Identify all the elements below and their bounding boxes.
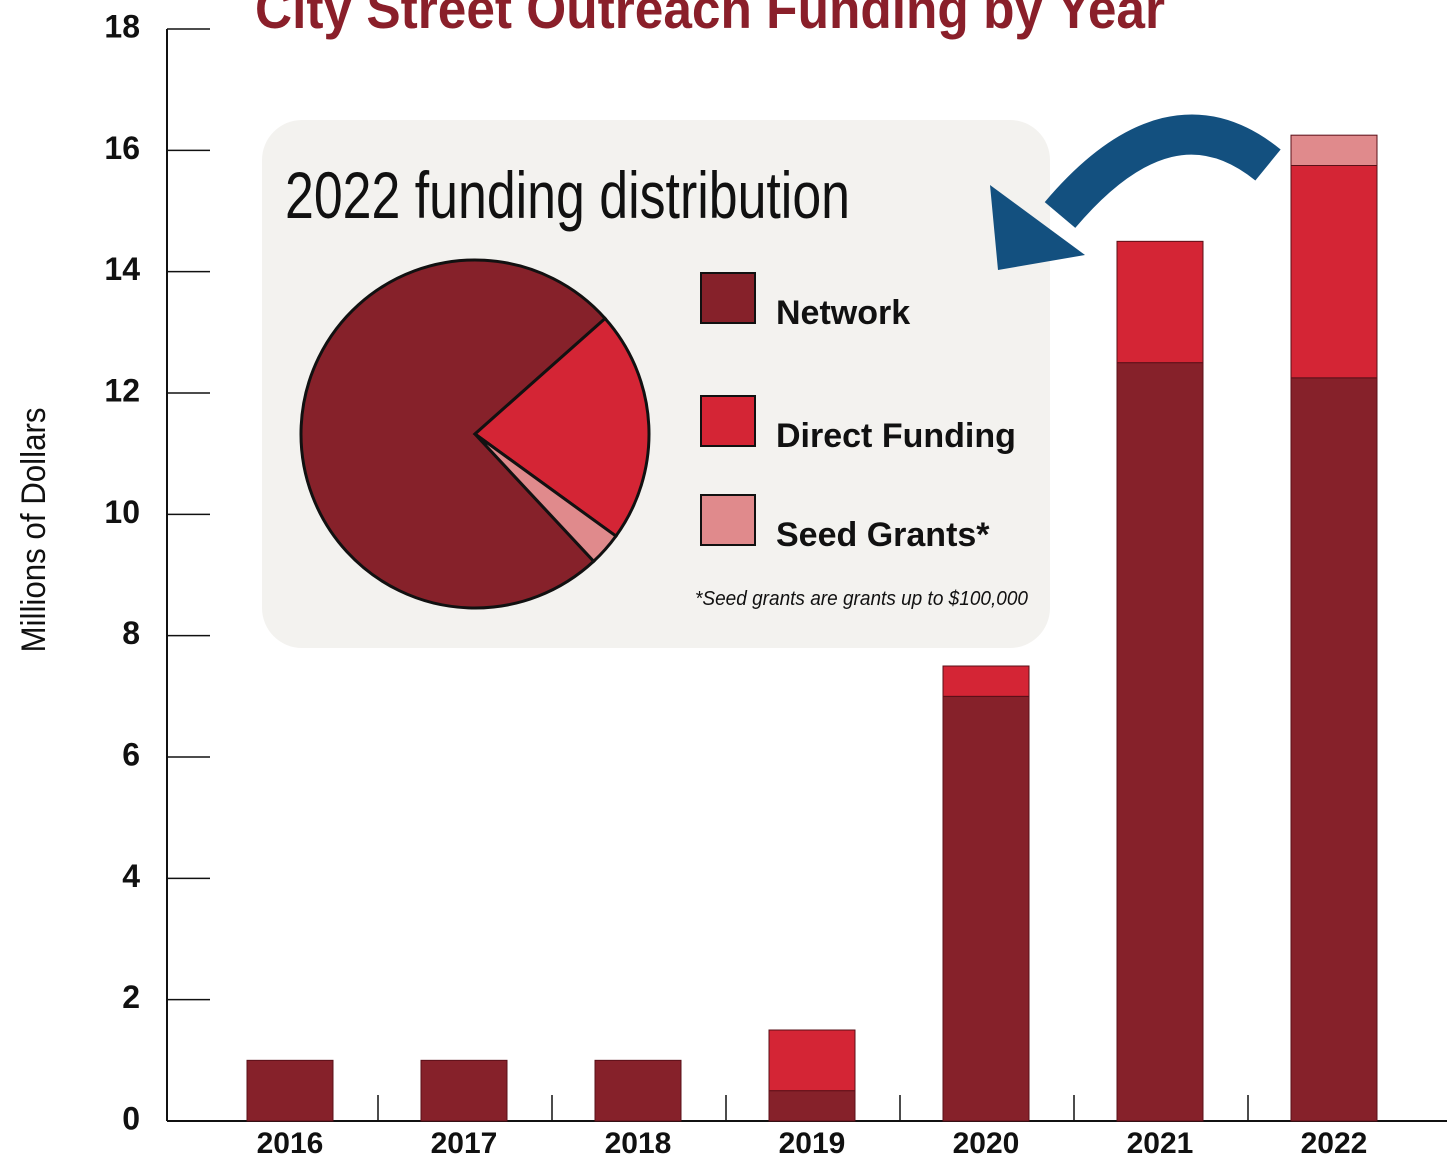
pie-slice: [299, 258, 608, 610]
bar-segment: [942, 665, 1030, 697]
y-tick-label: 18: [104, 8, 140, 44]
bar-segment: [1290, 377, 1378, 1122]
y-tick-label: 0: [122, 1100, 140, 1136]
y-tick-label: 10: [104, 494, 140, 530]
chart-title: City Street Outreach Funding by Year: [255, 0, 1165, 40]
bar-segment: [768, 1029, 856, 1092]
bar-segment: [1116, 240, 1204, 364]
pie-slice: [473, 432, 619, 564]
arrow-head: [990, 185, 1085, 270]
legend-label: Network: [776, 294, 910, 332]
x-tick-label: 2019: [779, 1127, 846, 1160]
bar-segment: [246, 1059, 334, 1122]
bar-segment: [1290, 165, 1378, 379]
y-axis-label: Millions of Dollars: [15, 408, 53, 653]
y-tick-label: 16: [104, 130, 140, 166]
inset-title: 2022 funding distribution: [285, 158, 850, 232]
arrow-shaft: [1044, 114, 1281, 229]
y-tick-label: 4: [122, 858, 140, 894]
x-tick-label: 2018: [605, 1127, 672, 1160]
pie-slice: [472, 316, 651, 539]
bar-segment: [1116, 362, 1204, 1122]
arrow: [990, 114, 1281, 270]
y-tick-label: 6: [122, 736, 140, 772]
y-tick-label: 12: [104, 372, 140, 408]
bar-segment: [768, 1090, 856, 1122]
legend-label: Direct Funding: [776, 417, 1016, 455]
legend-swatch: [700, 272, 756, 324]
x-tick-label: 2016: [257, 1127, 324, 1160]
y-tick-label: 8: [122, 615, 140, 651]
x-tick-label: 2022: [1301, 1127, 1368, 1160]
bar-segment: [942, 695, 1030, 1122]
bar-segment: [420, 1059, 508, 1122]
legend-swatch: [700, 395, 756, 447]
legend-swatch: [700, 494, 756, 546]
bar-segment: [1290, 134, 1378, 167]
y-tick-label: 14: [104, 251, 140, 287]
legend-label: Seed Grants*: [776, 516, 990, 554]
x-tick-label: 2017: [431, 1127, 498, 1160]
y-tick-label: 2: [122, 979, 140, 1015]
x-tick-label: 2020: [953, 1127, 1020, 1160]
bar-segment: [594, 1059, 682, 1122]
x-tick-label: 2021: [1127, 1127, 1194, 1160]
footnote: *Seed grants are grants up to $100,000: [695, 588, 1028, 610]
